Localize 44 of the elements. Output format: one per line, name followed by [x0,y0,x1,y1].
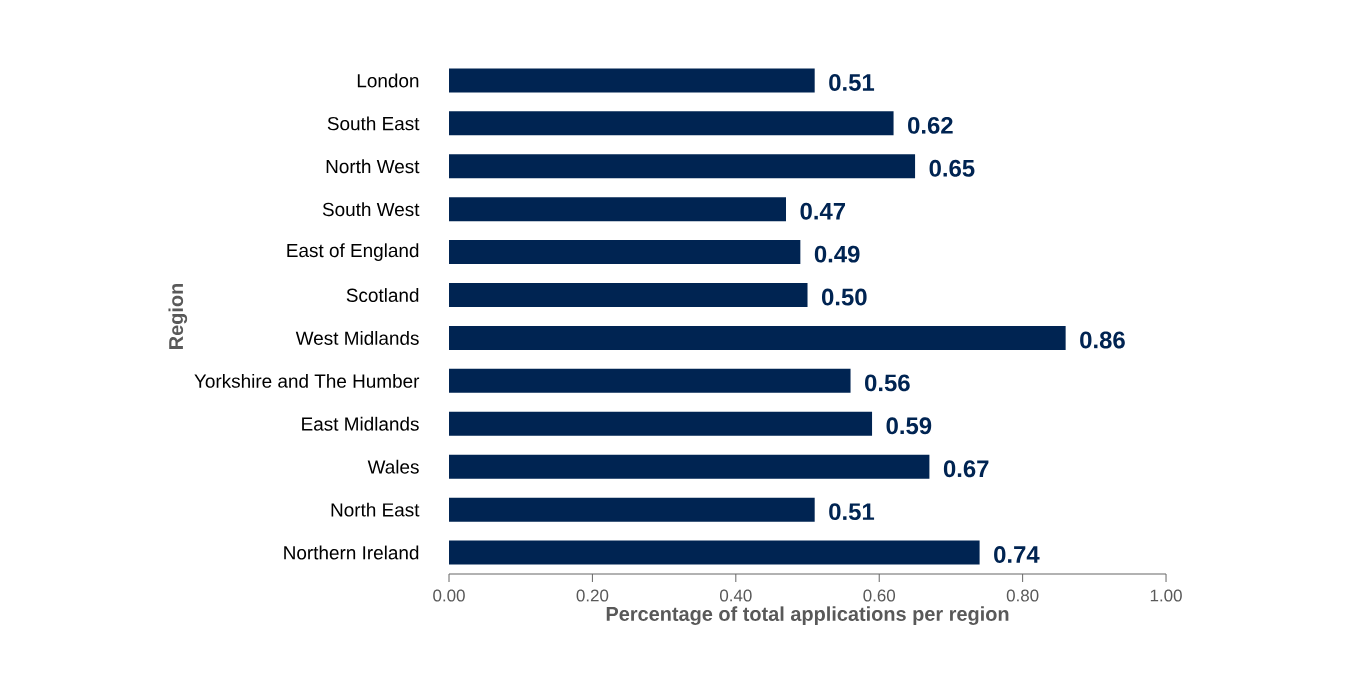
y-tick-label: North West [326,159,420,174]
bar [449,454,930,479]
y-tick-label: East of England [287,243,419,261]
data-label: 0.62 [908,116,953,134]
y-tick-label: London [357,73,419,88]
bar [449,68,815,93]
bar [449,111,894,136]
bar [449,325,1066,350]
data-label: 0.86 [1080,331,1125,349]
bar [449,411,873,436]
x-tick-label: 1.00 [1150,589,1182,602]
x-tick-label: 0.20 [576,589,609,602]
bar [449,368,851,393]
bar [449,197,787,222]
y-tick-label: West Midlands [295,331,419,345]
x-tick-label: 0.80 [1006,589,1039,602]
data-label: 0.47 [800,202,846,220]
data-label: 0.50 [821,288,867,306]
y-tick-label: Yorkshire and The Humber [194,373,420,388]
y-tick-label: North East [331,502,420,517]
y-tick-label: East Midlands [302,416,419,431]
data-label: 0.59 [886,417,932,435]
y-tick-label: Scotland [346,288,419,302]
x-tick-label: 0.00 [433,589,465,602]
bar [449,240,801,265]
data-label: 0.74 [994,546,1040,564]
data-label: 0.49 [814,245,860,263]
bar [449,540,980,565]
data-label: 0.51 [829,503,875,521]
bar [449,283,808,308]
y-axis-title: Region [168,283,188,349]
x-tick-label: 0.40 [719,589,752,602]
data-label: 0.67 [943,460,989,478]
bar [449,497,815,522]
bar [449,154,916,179]
x-axis-title: Percentage of total applications per region [606,606,1009,626]
data-label: 0.51 [829,73,875,91]
y-tick-label: South East [327,116,420,131]
y-tick-label: Wales [367,459,419,474]
y-tick-label: South West [322,202,420,217]
y-tick-label: Northern Ireland [284,545,419,560]
data-label: 0.65 [929,159,975,177]
data-label: 0.56 [865,374,910,392]
x-tick-label: 0.60 [863,589,896,602]
